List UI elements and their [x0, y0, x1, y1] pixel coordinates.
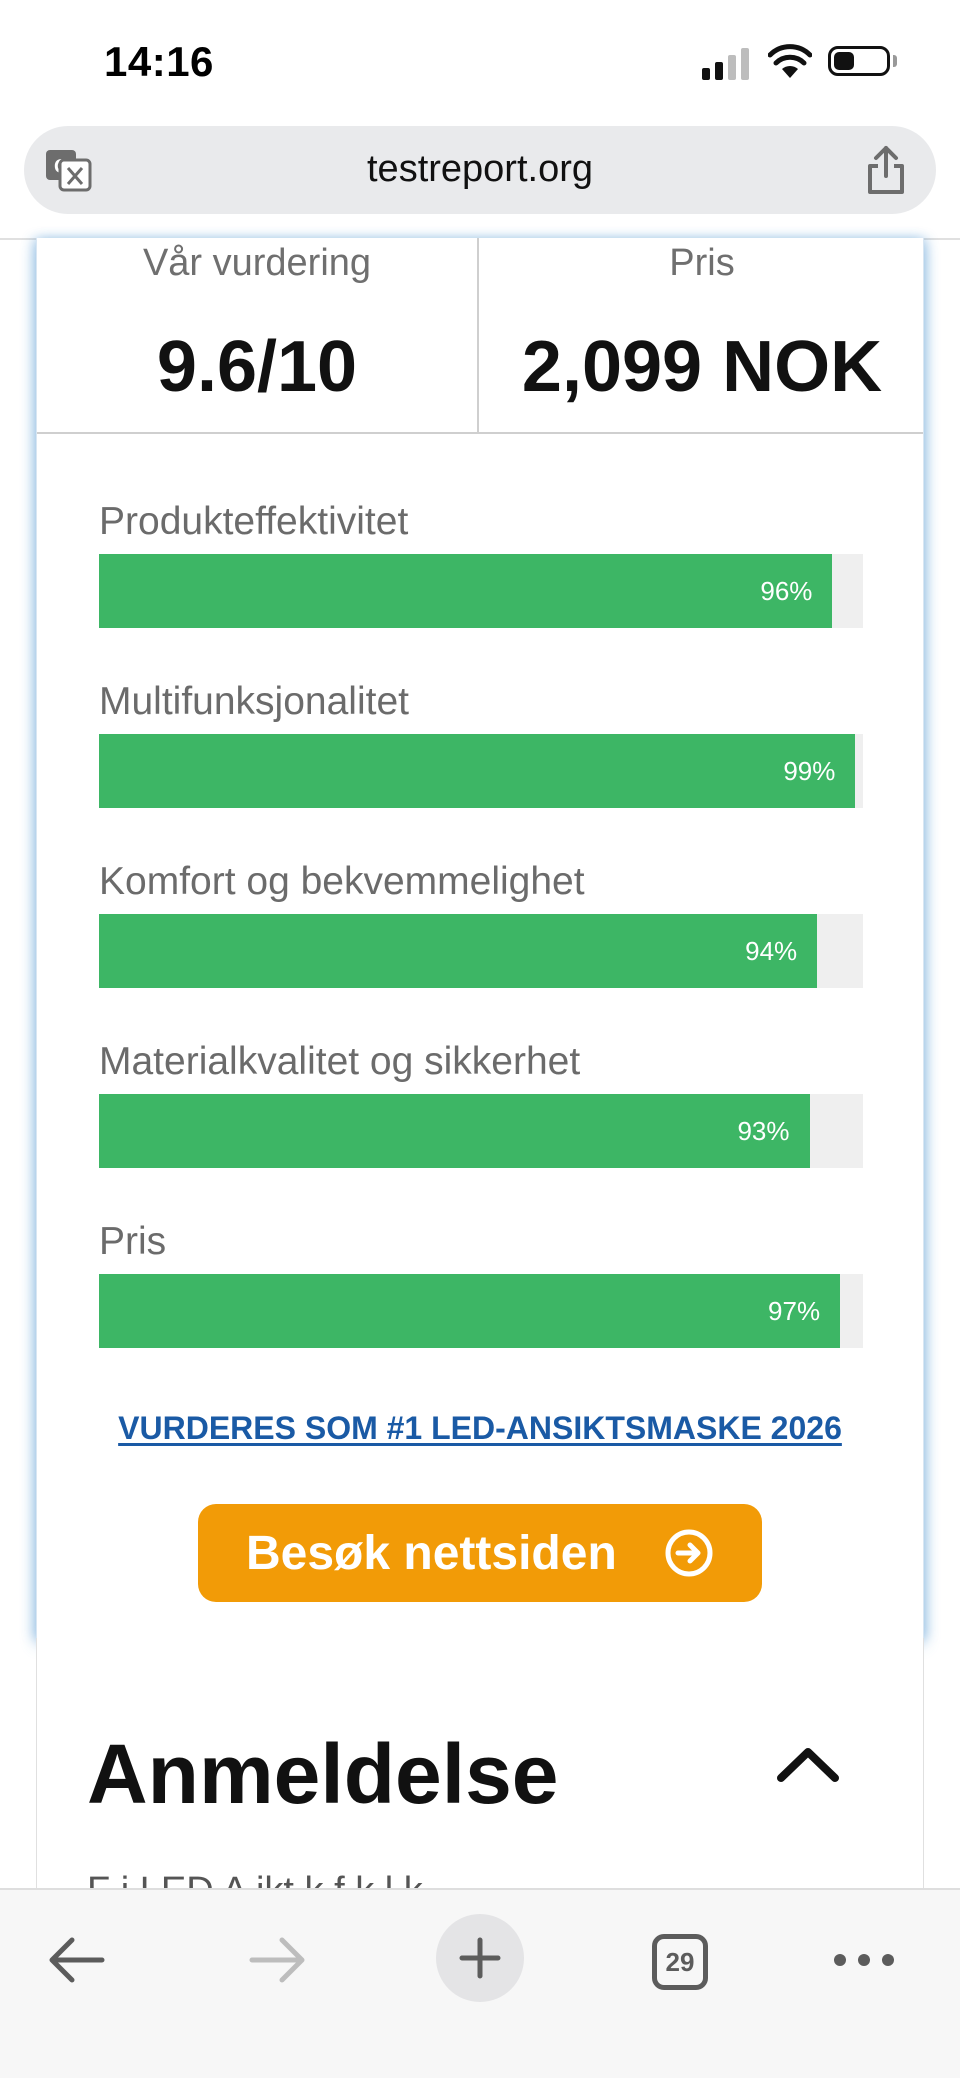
- forward-arrow-icon[interactable]: [244, 1932, 310, 1988]
- price-value: 2,099 NOK: [521, 327, 883, 407]
- browser-toolbar: 29: [0, 1888, 960, 2078]
- score-bar-label: Pris: [99, 1220, 167, 1263]
- share-icon[interactable]: [862, 144, 910, 196]
- signal-icon: [702, 46, 750, 80]
- address-bar[interactable]: G testreport.org: [24, 126, 936, 214]
- tab-count: 29: [665, 1947, 695, 1977]
- score-bar-percent: 93%: [737, 1116, 790, 1146]
- rating-summary: Vår vurdering 9.6/10 Pris 2,099 NOK: [37, 238, 923, 434]
- score-bar-fill: 97%: [99, 1274, 841, 1348]
- score-bar-item: Multifunksjonalitet 99%: [99, 680, 863, 826]
- price-label: Pris: [669, 242, 735, 284]
- score-bar-percent: 99%: [783, 756, 836, 786]
- new-tab-button[interactable]: [436, 1914, 524, 2002]
- score-bar-track: 97%: [99, 1274, 863, 1348]
- score-bar-label: Komfort og bekvemmelighet: [99, 860, 585, 903]
- score-bar-percent: 96%: [760, 576, 813, 606]
- wifi-icon: [768, 44, 812, 78]
- score-bar-label: Produkteffektivitet: [99, 500, 409, 543]
- review-section: Anmeldelse F i LED A ikt k f k l k: [36, 1638, 924, 1888]
- arrow-right-circle-icon: [665, 1529, 713, 1577]
- plus-icon: [459, 1937, 501, 1979]
- review-text-peek: F i LED A ikt k f k l k: [87, 1870, 423, 1888]
- score-bar-item: Komfort og bekvemmelighet 94%: [99, 860, 863, 1006]
- our-rating: Vår vurdering 9.6/10: [37, 238, 479, 432]
- more-icon[interactable]: [834, 1950, 894, 1970]
- battery-tip: [893, 55, 897, 67]
- score-bar-fill: 94%: [99, 914, 818, 988]
- score-bar-item: Pris 97%: [99, 1220, 863, 1366]
- product-rating-card: Vår vurdering 9.6/10 Pris 2,099 NOK Prod…: [36, 238, 924, 1638]
- review-title[interactable]: Anmeldelse: [87, 1727, 559, 1821]
- chevron-up-icon[interactable]: [775, 1744, 841, 1784]
- status-bar: 14:16: [0, 0, 960, 120]
- score-bar-percent: 97%: [768, 1296, 821, 1326]
- score-bar-fill: 93%: [99, 1094, 810, 1168]
- url-text[interactable]: testreport.org: [367, 148, 593, 190]
- price-summary: Pris 2,099 NOK: [481, 238, 923, 432]
- score-bar-label: Multifunksjonalitet: [99, 680, 409, 723]
- award-link[interactable]: VURDERES SOM #1 LED-ANSIKTSMASKE 2026: [118, 1410, 842, 1446]
- score-bar-track: 96%: [99, 554, 863, 628]
- score-bar-fill: 99%: [99, 734, 856, 808]
- score-bar-track: 93%: [99, 1094, 863, 1168]
- score-bar-track: 94%: [99, 914, 863, 988]
- score-bar-item: Materialkvalitet og sikkerhet 93%: [99, 1040, 863, 1186]
- score-bar-item: Produkteffektivitet 96%: [99, 500, 863, 646]
- translate-icon[interactable]: G: [44, 146, 92, 194]
- rating-label: Vår vurdering: [142, 242, 372, 284]
- visit-website-label: Besøk nettsiden: [246, 1527, 617, 1580]
- status-time: 14:16: [104, 38, 214, 85]
- score-bar-label: Materialkvalitet og sikkerhet: [99, 1040, 581, 1083]
- battery-icon: [828, 46, 890, 76]
- visit-website-button[interactable]: Besøk nettsiden: [198, 1504, 762, 1602]
- tabs-button[interactable]: 29: [652, 1934, 708, 1990]
- score-bar-percent: 94%: [745, 936, 798, 966]
- score-bar-fill: 96%: [99, 554, 833, 628]
- rating-value: 9.6/10: [156, 327, 358, 407]
- score-bar-track: 99%: [99, 734, 863, 808]
- back-arrow-icon[interactable]: [44, 1932, 110, 1988]
